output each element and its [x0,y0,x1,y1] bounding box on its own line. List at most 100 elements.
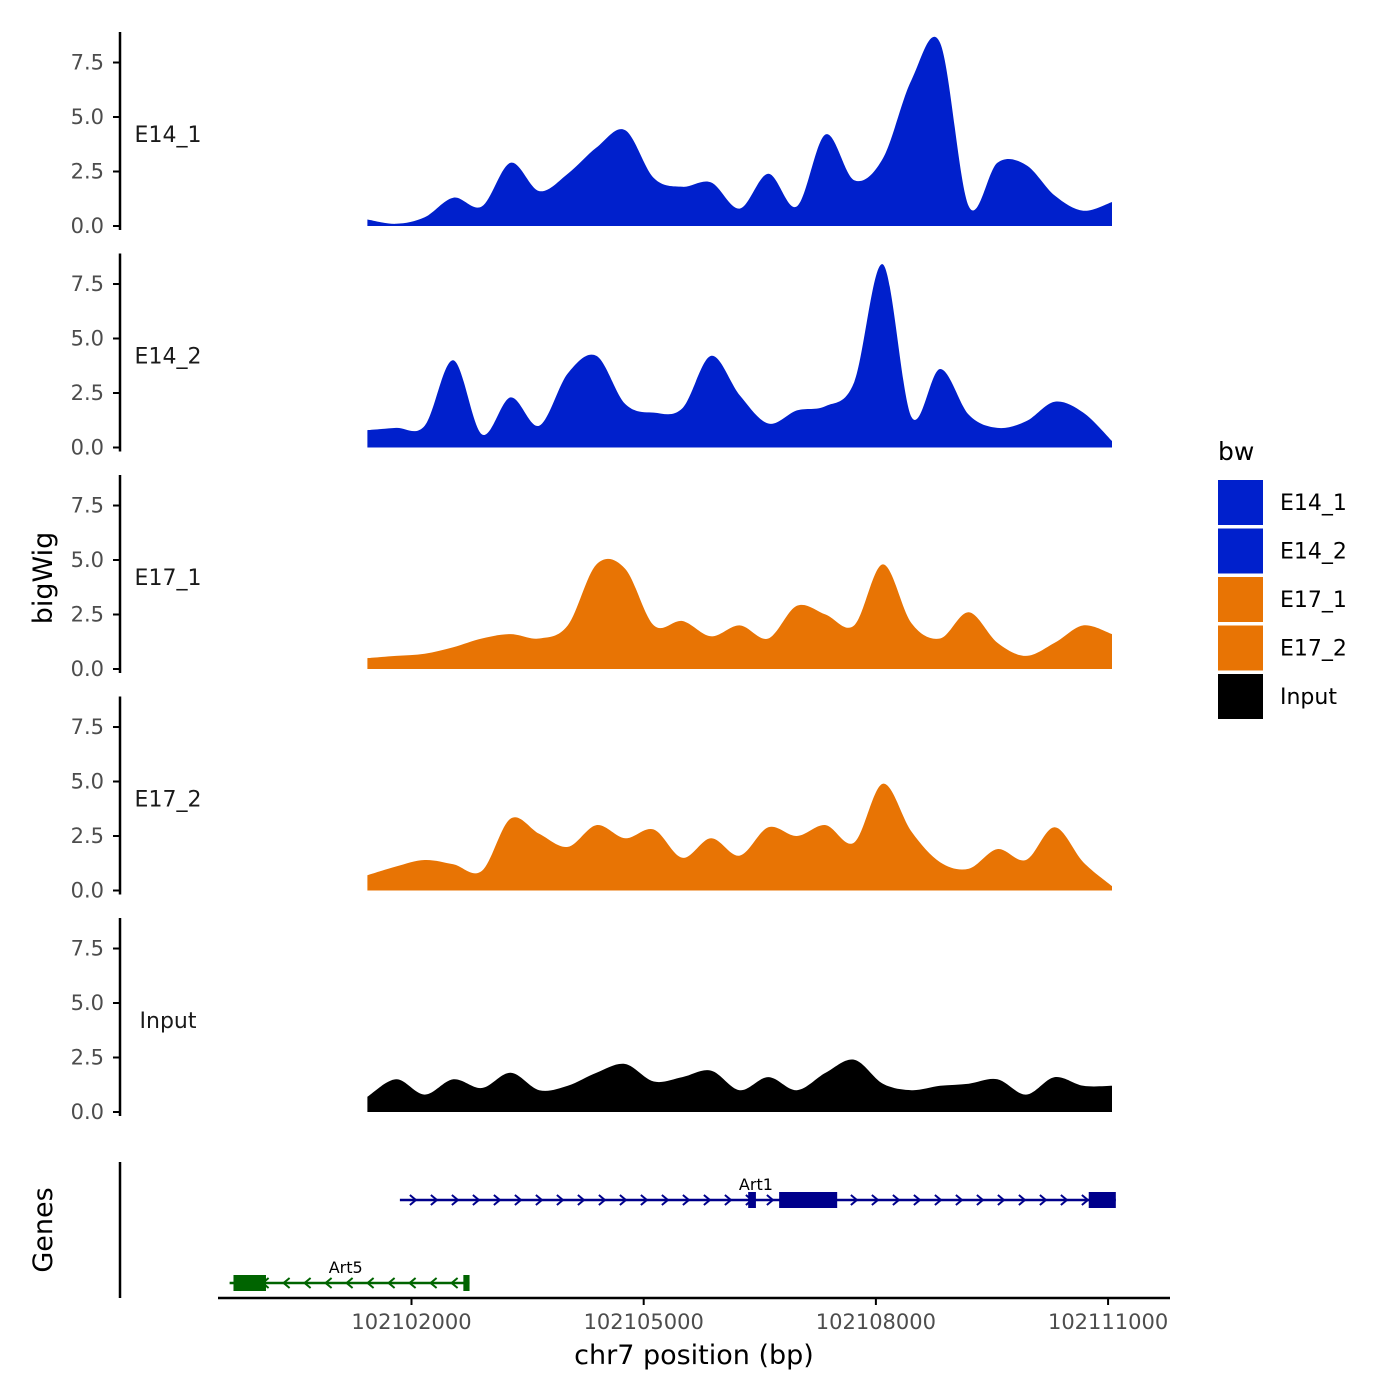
y-tick-label: 2.5 [71,1046,104,1070]
strand-arrow [703,1194,712,1206]
gene-annotation-panel: Genes Art1 Art5 [28,1162,1116,1298]
y-tick-label: 5.0 [71,991,104,1015]
y-tick-label: 0.0 [71,214,104,238]
x-axis-ticks: 102102000 102105000 102108000 102111000 [351,1298,1168,1334]
strand-arrow [535,1194,544,1206]
y-tick-label: 0.0 [71,1100,104,1124]
y-tick-label: 0.0 [71,436,104,460]
signal-track-panels: 0.0 2.5 5.0 7.5 E14_1 0.0 2.5 5.0 7.5 E14_2 0.0 2.5… [71,32,1112,1124]
signal-area-input [367,1059,1112,1112]
legend-label: E17_1 [1280,588,1347,613]
track-label: E14_2 [135,345,202,370]
strand-arrow [429,1277,438,1289]
y-tick-label: 5.0 [71,327,104,351]
y-tick-label: 7.5 [71,715,104,739]
gene-art5: Art5 [229,1258,470,1291]
strand-arrow [345,1277,354,1289]
strand-arrow [430,1194,439,1206]
x-tick-label: 102108000 [816,1310,936,1334]
track-label: E14_1 [135,123,202,148]
signal-area-e17_1 [367,558,1112,669]
strand-arrow [450,1277,459,1289]
strand-arrow [766,1194,775,1206]
gene-exon [748,1192,756,1208]
signal-area-e17_2 [367,783,1112,891]
strand-arrow [409,1194,418,1206]
track-label: E17_1 [135,566,202,591]
gene-exon [463,1275,470,1291]
track-panel-input: 0.0 2.5 5.0 7.5 Input [71,918,1112,1124]
track-label: Input [140,1009,197,1034]
strand-arrow [324,1277,333,1289]
strand-arrow [451,1194,460,1206]
strand-arrow [408,1277,417,1289]
y-tick-label: 2.5 [71,824,104,848]
strand-arrow [640,1194,649,1206]
y-tick-label: 5.0 [71,548,104,572]
strand-arrow [1081,1194,1090,1206]
legend-label: E14_1 [1280,491,1347,516]
track-panel-e17_1: 0.0 2.5 5.0 7.5 E17_1 [71,475,1112,681]
gene-models: Art1 Art5 [229,1175,1116,1291]
strand-arrow [976,1194,985,1206]
y-tick-label: 2.5 [71,381,104,405]
gene-art1: Art1 [399,1175,1116,1208]
gene-label: Art1 [739,1175,773,1194]
x-tick-label: 102102000 [351,1310,471,1334]
strand-arrow [577,1194,586,1206]
y-tick-label: 5.0 [71,770,104,794]
y-tick-label: 2.5 [71,603,104,627]
legend-item-e17_1: E17_1 [1218,577,1347,622]
track-panel-e14_2: 0.0 2.5 5.0 7.5 E14_2 [71,253,1112,460]
x-axis: 102102000 102105000 102108000 102111000 chr… [218,1296,1170,1371]
y-tick-label: 7.5 [71,494,104,518]
y-tick-label: 0.0 [71,657,104,681]
legend-label: E14_2 [1280,540,1347,565]
legend-items: E14_1 E14_2 E17_1 E17_2 Input [1218,480,1347,719]
x-tick-label: 102105000 [584,1310,704,1334]
strand-arrow [556,1194,565,1206]
strand-arrow [366,1277,375,1289]
x-tick-label: 102111000 [1048,1310,1168,1334]
track-label: E17_2 [135,788,202,813]
strand-arrow [598,1194,607,1206]
x-axis-title: chr7 position (bp) [574,1340,814,1371]
legend-swatch [1218,577,1263,622]
y-tick-label: 0.0 [71,879,104,903]
legend-item-e14_2: E14_2 [1218,528,1347,574]
legend-item-e17_2: E17_2 [1218,625,1347,671]
y-tick-label: 7.5 [71,272,104,296]
y-tick-label: 5.0 [71,105,104,129]
strand-arrow [493,1194,502,1206]
strand-arrow [913,1194,922,1206]
y-tick-label: 7.5 [71,937,104,961]
gene-label: Art5 [329,1258,363,1277]
legend-swatch [1218,625,1263,671]
strand-arrow [1018,1194,1027,1206]
legend-swatch [1218,674,1263,719]
strand-arrow [850,1194,859,1206]
strand-arrow [619,1194,628,1206]
legend-swatch [1218,480,1263,525]
legend-swatch [1218,528,1263,574]
strand-arrow [661,1194,670,1206]
y-axis-title: bigWig [28,532,59,625]
strand-arrow [1039,1194,1048,1206]
strand-arrow [997,1194,1006,1206]
gene-exon [1088,1192,1116,1208]
strand-arrow [1060,1194,1069,1206]
y-tick-label: 7.5 [71,51,104,75]
strand-arrow [892,1194,901,1206]
legend-item-input: Input [1218,674,1337,719]
strand-arrow [282,1277,291,1289]
signal-area-e14_1 [367,36,1112,226]
y-tick-label: 2.5 [71,160,104,184]
strand-arrow [472,1194,481,1206]
strand-arrow [724,1194,733,1206]
strand-arrow [871,1194,880,1206]
strand-arrow [955,1194,964,1206]
gene-exon [779,1192,838,1208]
legend-label: E17_2 [1280,637,1347,662]
legend-title: bw [1218,437,1254,466]
